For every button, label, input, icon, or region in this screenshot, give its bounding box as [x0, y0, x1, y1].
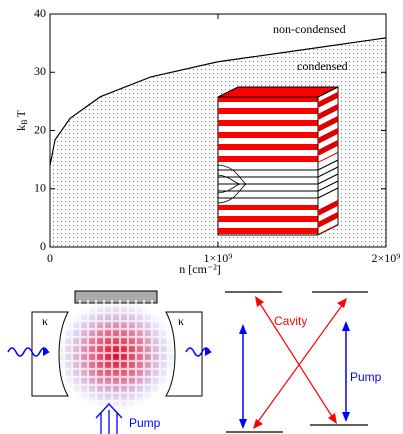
pump-label: Pump	[129, 416, 161, 430]
microcavity: κ κ Pump	[7, 290, 212, 434]
y-tick-label: 20	[34, 122, 46, 136]
pump-label: Pump	[350, 370, 382, 384]
annotation: non-condensed	[273, 22, 346, 36]
y-tick-label: 0	[40, 239, 46, 253]
annotation: condensed	[297, 59, 348, 73]
y-tick-label: 30	[34, 64, 46, 78]
x-axis-label: n [cm⁻²]	[179, 262, 221, 276]
phase-boundary	[49, 37, 387, 166]
x-tick-label: 0	[47, 251, 53, 265]
level-scheme: Cavity Pump	[225, 291, 382, 433]
cavity-label: Cavity	[274, 314, 307, 328]
y-tick-label: 10	[34, 181, 46, 195]
x-tick-label: 2×10⁹	[372, 251, 401, 265]
kappa-label: κ	[178, 314, 184, 328]
y-axis-label-part: T	[14, 110, 28, 118]
y-axis-label-part: k	[14, 125, 28, 131]
y-tick-label: 40	[34, 6, 46, 20]
cavity-stack	[217, 86, 339, 236]
y-axis-label: kBT	[14, 110, 29, 131]
kappa-label: κ	[42, 314, 48, 328]
y-axis-label-part: B	[20, 120, 29, 125]
x-tick-label: 1×10⁹	[204, 251, 233, 265]
